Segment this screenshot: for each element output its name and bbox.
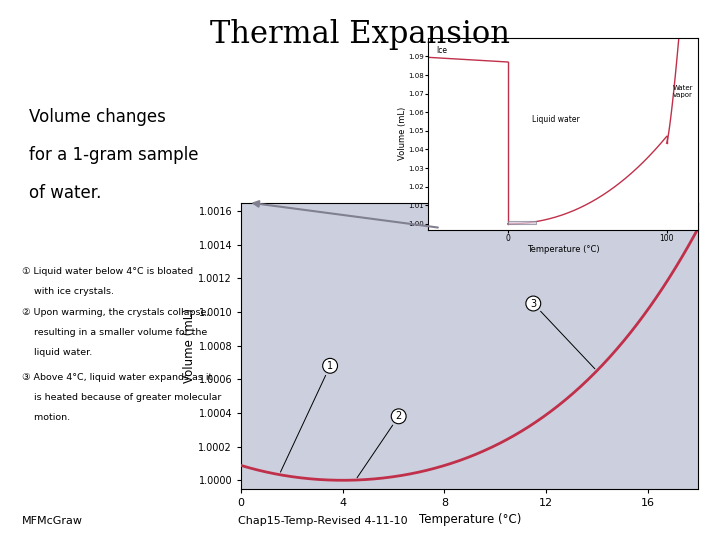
Text: with ice crystals.: with ice crystals.	[22, 287, 114, 296]
X-axis label: Temperature (°C): Temperature (°C)	[418, 514, 521, 526]
Text: Water
vapor: Water vapor	[673, 85, 693, 98]
Text: 2: 2	[357, 411, 402, 478]
Text: is heated because of greater molecular: is heated because of greater molecular	[22, 393, 221, 402]
Text: of water.: of water.	[29, 184, 102, 201]
Text: motion.: motion.	[22, 413, 70, 422]
X-axis label: Temperature (°C): Temperature (°C)	[527, 246, 600, 254]
Text: liquid water.: liquid water.	[22, 348, 92, 357]
Text: Liquid water: Liquid water	[531, 114, 580, 124]
Text: resulting in a smaller volume for the: resulting in a smaller volume for the	[22, 328, 207, 337]
FancyBboxPatch shape	[508, 220, 536, 224]
Text: ② Upon warming, the crystals collapse,: ② Upon warming, the crystals collapse,	[22, 308, 209, 317]
Text: Volume changes: Volume changes	[29, 108, 166, 126]
Text: ① Liquid water below 4°C is bloated: ① Liquid water below 4°C is bloated	[22, 267, 193, 276]
Text: Thermal Expansion: Thermal Expansion	[210, 19, 510, 50]
Text: Chap15-Temp-Revised 4-11-10: Chap15-Temp-Revised 4-11-10	[238, 516, 408, 526]
Text: for a 1-gram sample: for a 1-gram sample	[29, 146, 198, 164]
Y-axis label: Volume (mL): Volume (mL)	[183, 308, 196, 383]
Text: 3: 3	[530, 299, 595, 369]
Text: Ice: Ice	[436, 46, 447, 55]
Text: 1: 1	[281, 361, 333, 472]
Text: ③ Above 4°C, liquid water expands as it: ③ Above 4°C, liquid water expands as it	[22, 373, 212, 382]
Y-axis label: Volume (mL): Volume (mL)	[398, 107, 407, 160]
Text: MFMcGraw: MFMcGraw	[22, 516, 83, 526]
